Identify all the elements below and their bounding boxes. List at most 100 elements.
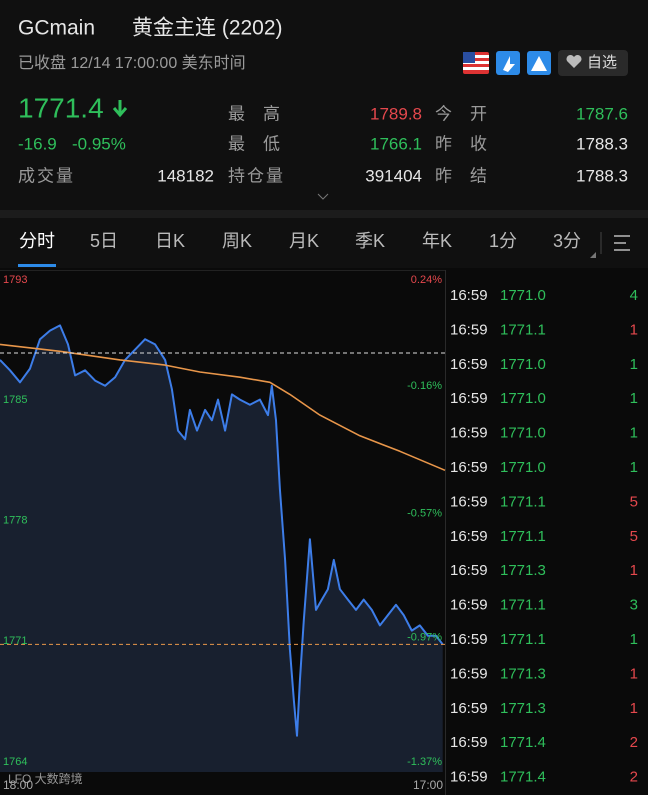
tab[interactable]: 日K [155, 231, 185, 251]
trade-time: 16:59 [450, 459, 488, 476]
trade-time: 16:59 [450, 631, 488, 648]
y-tick-label: 1778 [3, 515, 27, 527]
tab[interactable]: 1分 [489, 231, 517, 251]
tab-more-corner [590, 252, 596, 258]
trade-price: 1771.3 [500, 665, 546, 682]
stat-label: 最高 [228, 104, 298, 123]
trade-price: 1771.0 [500, 459, 546, 476]
trade-price: 1771.1 [500, 321, 546, 338]
stat-value: 148182 [157, 166, 214, 185]
trade-price: 1771.4 [500, 734, 546, 751]
tab-underline [18, 264, 56, 267]
y2-tick-label: 0.24% [411, 274, 442, 286]
trade-volume: 1 [630, 700, 638, 717]
tab[interactable]: 3分 [553, 231, 581, 251]
trade-price: 1771.0 [500, 356, 546, 373]
chart-top-border [0, 270, 445, 271]
stat-label: 成交量 [18, 166, 75, 185]
trade-volume: 2 [630, 734, 638, 751]
flag-icon [463, 52, 489, 74]
tab[interactable]: 5日 [90, 231, 118, 251]
tab[interactable]: 周K [222, 231, 252, 251]
average-line [0, 343, 446, 472]
trade-time: 16:59 [450, 597, 488, 614]
y-tick-label: 1771 [3, 635, 27, 647]
y-tick-label: 1785 [3, 394, 27, 406]
y2-tick-label: -1.37% [407, 756, 442, 768]
trade-volume: 1 [630, 665, 638, 682]
x-tick-label: 18:00 [3, 778, 33, 792]
trade-price: 1771.3 [500, 562, 546, 579]
instrument-name: 黄金主连 (2202) [132, 17, 283, 40]
trade-time: 16:59 [450, 425, 488, 442]
trade-volume: 1 [630, 321, 638, 338]
stat-value: 391404 [365, 166, 422, 185]
symbol: GCmain [18, 17, 95, 40]
tab[interactable]: 年K [422, 231, 452, 251]
y2-tick-label: -0.97% [407, 632, 442, 644]
trade-time: 16:59 [450, 390, 488, 407]
y2-tick-label: -0.57% [407, 507, 442, 519]
chart-divider [445, 270, 446, 795]
trade-volume: 1 [630, 425, 638, 442]
trade-time: 16:59 [450, 700, 488, 717]
y2-tick-label: -0.16% [407, 380, 442, 392]
market-status: 已收盘 12/14 17:00:00 美东时间 [18, 53, 246, 72]
trade-volume: 1 [630, 390, 638, 407]
trade-time: 16:59 [450, 528, 488, 545]
trade-time: 16:59 [450, 665, 488, 682]
stat-value: 1788.3 [576, 134, 628, 153]
separator [0, 210, 648, 218]
trade-volume: 5 [630, 493, 638, 510]
watermark: LFO 大数跨境 [8, 771, 83, 786]
y-tick-label: 1764 [3, 756, 27, 768]
market-icon-glyph [531, 56, 547, 71]
heart-icon [566, 54, 582, 68]
watchlist-label[interactable]: 自选 [587, 54, 617, 71]
header-bg [0, 0, 648, 210]
trade-price: 1771.0 [500, 390, 546, 407]
trade-volume: 3 [630, 597, 638, 614]
trade-volume: 1 [630, 459, 638, 476]
trade-price: 1771.1 [500, 493, 546, 510]
tab[interactable]: 季K [355, 231, 385, 251]
stat-label: 今开 [435, 104, 505, 123]
stat-label: 昨收 [435, 134, 505, 153]
stat-label: 最低 [228, 134, 298, 153]
trade-time: 16:59 [450, 769, 488, 786]
stat-value: 1789.8 [370, 104, 422, 123]
trade-price: 1771.3 [500, 700, 546, 717]
trade-time: 16:59 [450, 493, 488, 510]
price-change: -16.9 [18, 134, 57, 153]
level-icon-glyph [503, 56, 515, 72]
tabs-bg [0, 218, 648, 268]
stat-label: 昨结 [435, 166, 505, 185]
down-arrow [112, 100, 128, 118]
last-price: 1771.4 [18, 92, 104, 123]
x-tick-label: 17:00 [413, 778, 443, 792]
area [0, 325, 443, 772]
tab[interactable]: 月K [289, 231, 319, 251]
tab[interactable]: 分时 [19, 231, 55, 251]
stat-value: 1787.6 [576, 104, 628, 123]
trade-volume: 5 [630, 528, 638, 545]
stat-value: 1766.1 [370, 134, 422, 153]
trade-time: 16:59 [450, 356, 488, 373]
trade-volume: 2 [630, 769, 638, 786]
trade-price: 1771.1 [500, 631, 546, 648]
expand-icon[interactable] [317, 193, 329, 200]
trade-time: 16:59 [450, 562, 488, 579]
trade-time: 16:59 [450, 734, 488, 751]
price-change-pct: -0.95% [72, 134, 126, 153]
trade-volume: 4 [630, 287, 638, 304]
trade-price: 1771.0 [500, 287, 546, 304]
trade-volume: 1 [630, 631, 638, 648]
stat-value: 1788.3 [576, 166, 628, 185]
stat-label: 持仓量 [228, 166, 285, 185]
settings-icon[interactable] [614, 235, 630, 251]
trade-volume: 1 [630, 562, 638, 579]
y-tick-label: 1793 [3, 274, 27, 286]
trade-price: 1771.4 [500, 769, 546, 786]
trade-time: 16:59 [450, 287, 488, 304]
